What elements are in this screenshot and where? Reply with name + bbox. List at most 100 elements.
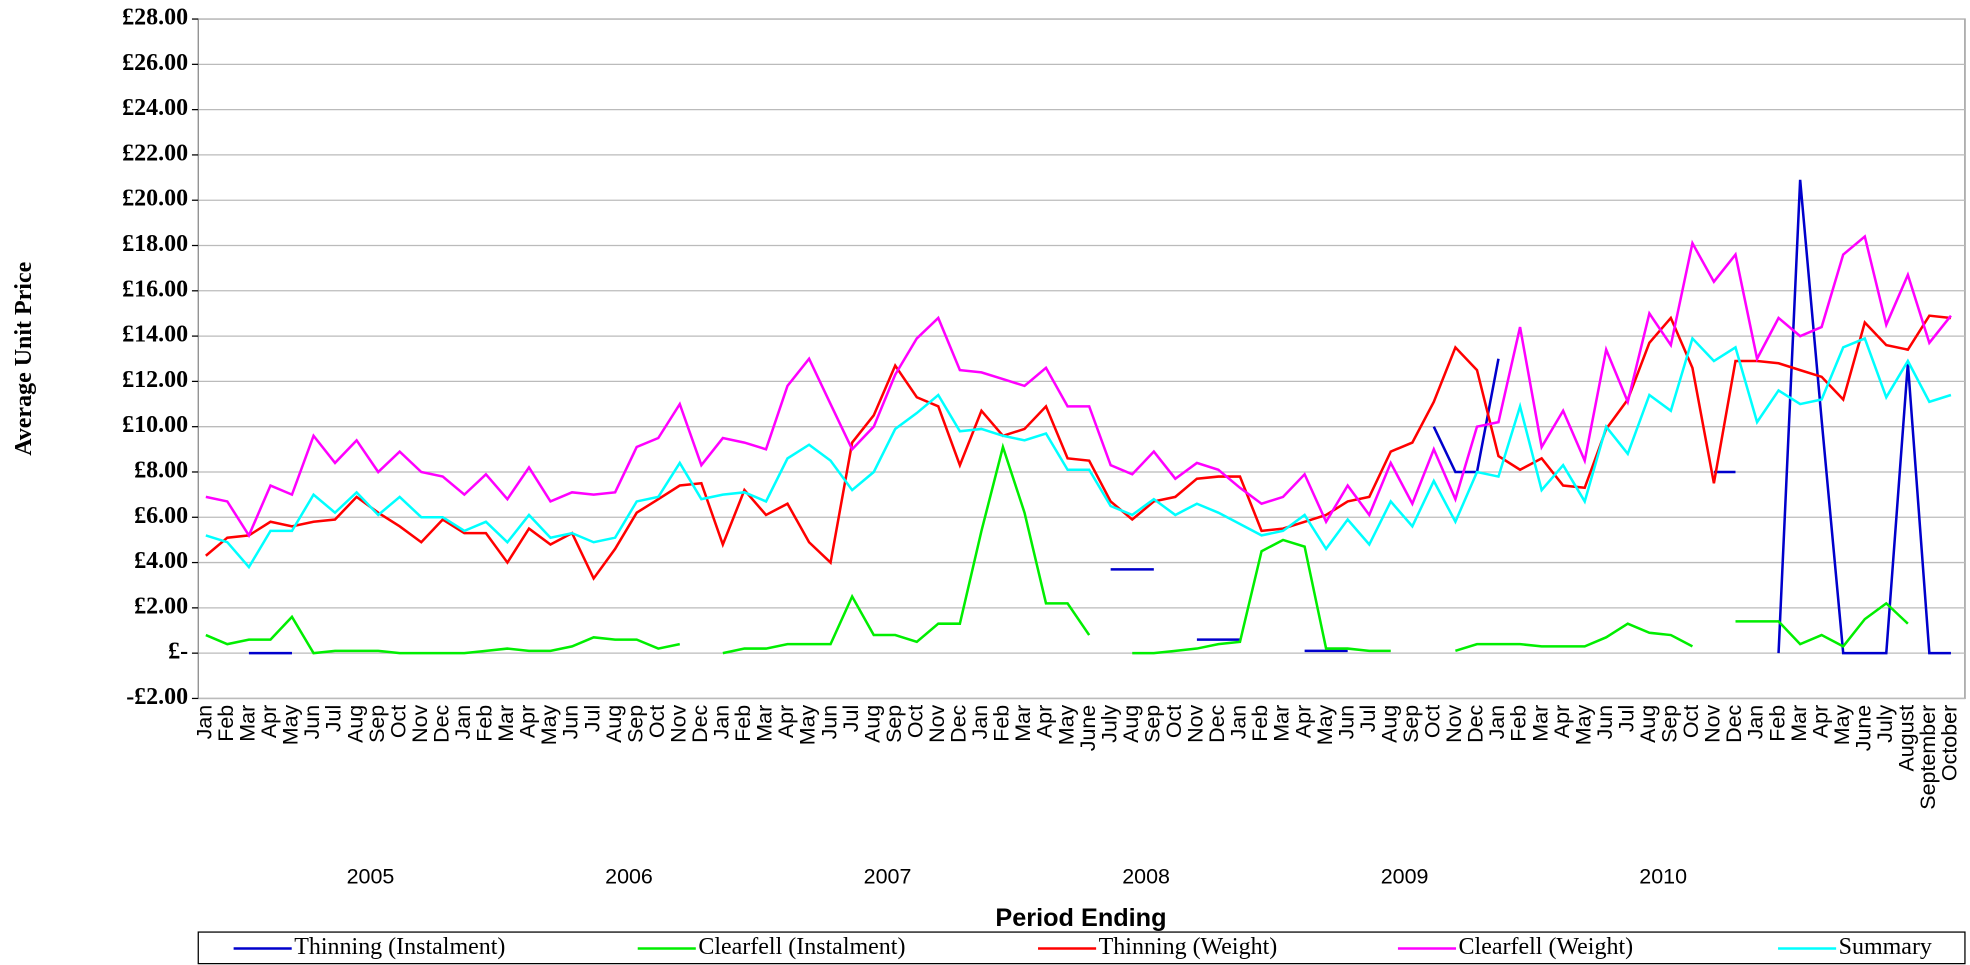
x-tick-label: Dec xyxy=(688,704,712,742)
x-tick-label: Sep xyxy=(1399,705,1423,743)
year-label: 2008 xyxy=(1122,864,1170,888)
x-tick-label: Feb xyxy=(990,705,1014,742)
x-tick-label: June xyxy=(1851,705,1875,752)
x-tick-label: Dec xyxy=(1722,704,1746,742)
year-label: 2006 xyxy=(605,864,653,888)
x-tick-label: Apr xyxy=(1291,705,1315,738)
legend-label: Thinning (Weight) xyxy=(1099,934,1278,960)
x-tick-label: Sep xyxy=(623,705,647,743)
x-tick-label: Jan xyxy=(451,705,475,740)
x-tick-label: Mar xyxy=(1787,705,1811,742)
x-tick-label: Nov xyxy=(1184,704,1208,742)
y-tick-label: £18.00 xyxy=(122,231,188,257)
year-label: 2005 xyxy=(347,864,395,888)
y-tick-label: £28.00 xyxy=(122,5,188,31)
x-tick-label: May xyxy=(796,704,820,745)
y-tick-label: £22.00 xyxy=(122,140,188,166)
x-tick-label: Mar xyxy=(1270,705,1294,742)
x-tick-label: Apr xyxy=(1550,705,1574,738)
x-tick-label: Mar xyxy=(1011,705,1035,742)
x-tick-label: Sep xyxy=(1140,705,1164,743)
x-tick-label: Feb xyxy=(214,705,238,742)
x-tick-label: Nov xyxy=(1701,704,1725,742)
x-tick-label: May xyxy=(279,704,303,745)
x-tick-label: Apr xyxy=(257,705,281,738)
x-tick-label: Apr xyxy=(774,705,798,738)
x-tick-label: Mar xyxy=(494,705,518,742)
x-tick-label: Apr xyxy=(1033,705,1057,738)
x-tick-label: May xyxy=(1571,704,1595,745)
series-line xyxy=(248,179,1951,655)
legend-label: Summary xyxy=(1839,934,1932,960)
y-tick-label: £24.00 xyxy=(122,95,188,121)
x-tick-label: Feb xyxy=(731,705,755,742)
x-tick-label: Aug xyxy=(1377,705,1401,743)
x-tick-label: Sep xyxy=(882,705,906,743)
y-tick-label: £26.00 xyxy=(122,50,188,76)
x-tick-label: Jul xyxy=(1356,705,1380,732)
plot-area xyxy=(197,18,1966,700)
x-tick-label: Jun xyxy=(1593,705,1617,740)
series-line xyxy=(205,335,1952,570)
x-tick-label: May xyxy=(1830,704,1854,745)
x-tick-label: Jul xyxy=(839,705,863,732)
x-tick-label: Dec xyxy=(1464,704,1488,742)
x-tick-label: Jul xyxy=(1614,705,1638,732)
x-tick-label: Oct xyxy=(1679,705,1703,738)
x-tick-label: Jun xyxy=(559,705,583,740)
x-tick-label: Dec xyxy=(1205,704,1229,742)
x-tick-label: Oct xyxy=(645,705,669,738)
x-tick-label: Jan xyxy=(710,705,734,740)
x-tick-label: Jan xyxy=(1485,705,1509,740)
year-label: 2009 xyxy=(1381,864,1429,888)
y-tick-label: £16.00 xyxy=(122,276,188,302)
x-tick-label: Nov xyxy=(408,704,432,742)
x-tick-label: Sep xyxy=(365,705,389,743)
x-tick-label: Apr xyxy=(1808,705,1832,738)
y-axis-title: Average Unit Price xyxy=(11,261,37,455)
y-tick-label: £2.00 xyxy=(134,593,188,619)
x-tick-label: Aug xyxy=(1119,705,1143,743)
x-tick-label: May xyxy=(1313,704,1337,745)
x-tick-label: Aug xyxy=(1636,705,1660,743)
y-tick-label: -£2.00 xyxy=(126,684,188,710)
legend-label: Clearfell (Weight) xyxy=(1459,934,1634,960)
y-tick-label: £4.00 xyxy=(134,548,188,574)
y-tick-label: £14.00 xyxy=(122,322,188,348)
x-tick-label: Aug xyxy=(602,705,626,743)
y-tick-label: £6.00 xyxy=(134,503,188,529)
x-tick-label: Feb xyxy=(473,705,497,742)
x-tick-label: Jan xyxy=(192,705,216,740)
y-tick-label: £8.00 xyxy=(134,457,188,483)
y-tick-label: £12.00 xyxy=(122,367,188,393)
x-tick-label: July xyxy=(1097,704,1121,742)
x-tick-label: September xyxy=(1916,705,1940,810)
x-tick-label: Dec xyxy=(429,704,453,742)
x-tick-label: Dec xyxy=(947,704,971,742)
x-tick-label: Apr xyxy=(516,705,540,738)
year-label: 2007 xyxy=(864,864,912,888)
series-line xyxy=(205,234,1952,539)
x-tick-label: Jan xyxy=(1744,705,1768,740)
y-tick-label: £20.00 xyxy=(122,186,188,212)
x-tick-label: Feb xyxy=(1507,705,1531,742)
x-tick-label: July xyxy=(1873,704,1897,742)
x-tick-label: August xyxy=(1895,705,1919,772)
x-tick-label: Sep xyxy=(1658,705,1682,743)
x-tick-label: Nov xyxy=(666,704,690,742)
x-tick-label: Jun xyxy=(817,705,841,740)
x-tick-label: May xyxy=(1054,704,1078,745)
x-tick-label: Feb xyxy=(1765,705,1789,742)
x-tick-label: Oct xyxy=(1162,705,1186,738)
x-tick-label: Jun xyxy=(300,705,324,740)
y-tick-label: £10.00 xyxy=(122,412,188,438)
x-tick-label: Oct xyxy=(903,705,927,738)
x-tick-label: Nov xyxy=(925,704,949,742)
x-tick-label: Oct xyxy=(386,705,410,738)
legend-label: Thinning (Instalment) xyxy=(294,934,505,960)
x-tick-label: Jan xyxy=(968,705,992,740)
x-tick-label: Oct xyxy=(1421,705,1445,738)
x-tick-label: Jan xyxy=(1227,705,1251,740)
y-tick-label: £- xyxy=(168,639,188,665)
